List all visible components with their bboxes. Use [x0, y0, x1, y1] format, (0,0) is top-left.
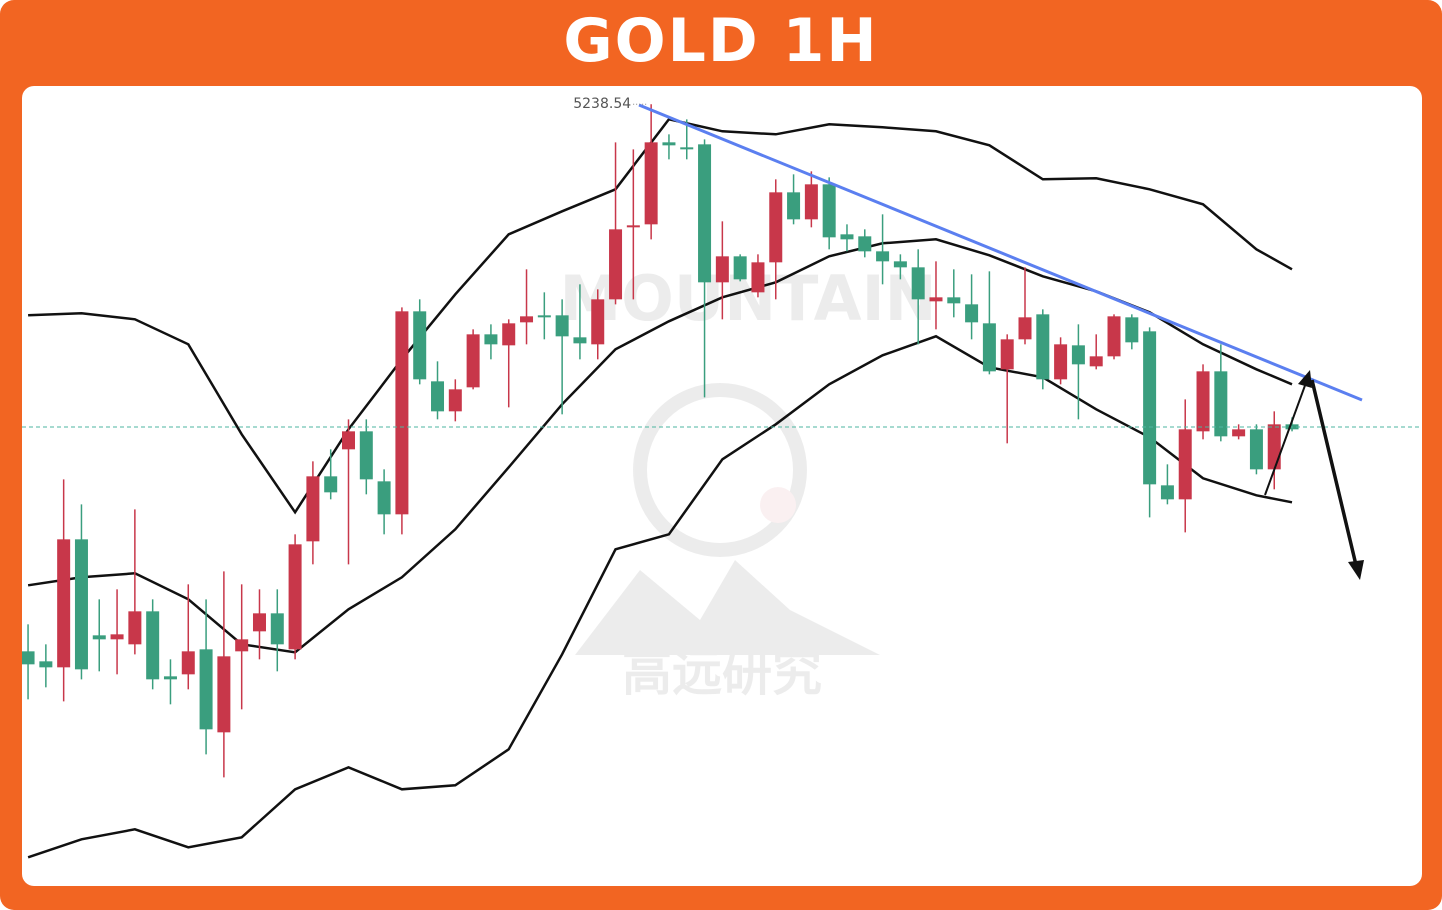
candle-body: [1071, 345, 1085, 365]
candle-body: [146, 611, 160, 680]
candle-body: [733, 256, 747, 280]
candle-body: [929, 297, 943, 302]
candle-body: [680, 147, 694, 150]
candle-body: [92, 635, 106, 640]
candle-body: [644, 142, 658, 225]
candle-body: [787, 192, 801, 220]
candle-body: [252, 613, 266, 632]
candle-body: [306, 476, 320, 542]
candle-body: [1232, 429, 1246, 437]
candle-body: [947, 297, 961, 304]
candle-body: [502, 323, 516, 346]
candle-body: [1089, 356, 1103, 367]
candle-body: [751, 262, 765, 293]
candle-body: [110, 634, 124, 640]
candle-body: [769, 192, 783, 263]
annotations: [22, 103, 1422, 580]
candle-body: [1125, 317, 1139, 343]
watermark-text: 高远研究: [622, 644, 822, 702]
candle-body: [1054, 344, 1068, 380]
candle-body: [359, 431, 373, 480]
candle-body: [199, 649, 213, 730]
candle-body: [591, 299, 605, 345]
candle-body: [270, 613, 284, 645]
candle-body: [484, 334, 498, 345]
plot: [22, 104, 1299, 859]
candle-body: [74, 539, 88, 670]
candle-body: [626, 225, 640, 228]
candle-body: [1143, 331, 1157, 485]
candle-body: [413, 311, 427, 380]
candle-body: [804, 184, 818, 220]
candle-body: [128, 611, 142, 645]
arrow-head: [1348, 560, 1364, 580]
candle-body: [1036, 314, 1050, 380]
arrow-down: [1310, 379, 1358, 566]
candle-body: [1249, 429, 1263, 470]
candle-body: [1160, 485, 1174, 500]
candle-body: [573, 337, 587, 344]
candle-body: [840, 234, 854, 240]
trend-line: [638, 103, 1363, 402]
candle-body: [858, 236, 872, 252]
watermark: MOUNTAIN 高远研究: [559, 262, 936, 702]
candle-body: [662, 142, 676, 146]
candle-body: [822, 184, 836, 238]
candle-body: [698, 144, 712, 283]
candle-body: [1178, 429, 1192, 500]
candle-body: [911, 267, 925, 300]
plot-card: [22, 86, 1422, 886]
candle-body: [22, 651, 35, 665]
candle-body: [555, 315, 569, 337]
candle-body: [448, 389, 462, 412]
candle-body: [395, 311, 409, 515]
candle-body: [324, 476, 338, 493]
candle-body: [893, 261, 907, 268]
candle-body: [1196, 371, 1210, 432]
candle-body: [235, 639, 249, 652]
band-line: [27, 334, 1293, 859]
candle-body: [982, 323, 996, 372]
candle-body: [609, 229, 623, 300]
candle-body: [431, 381, 445, 412]
candle-body: [57, 539, 71, 668]
candle-body: [181, 651, 195, 675]
candle-body: [163, 676, 177, 680]
candle-body: [466, 334, 480, 388]
band-line: [28, 117, 1293, 515]
chart-title: GOLD 1H: [563, 6, 879, 76]
watermark-text: MOUNTAIN: [559, 262, 936, 335]
candle-body: [537, 315, 551, 318]
candle-body: [342, 431, 356, 450]
candle-body: [1000, 339, 1014, 370]
candle-body: [1107, 316, 1121, 357]
candle-body: [217, 656, 231, 733]
candle-body: [715, 256, 729, 283]
candle-body: [377, 481, 391, 515]
candle-body: [1214, 371, 1228, 437]
candle-body: [876, 251, 890, 262]
candle-body: [520, 316, 534, 323]
high-marker-label: 5238.54: [573, 96, 631, 112]
candle-body: [39, 661, 53, 668]
candle-body: [1267, 424, 1281, 470]
candle-body: [965, 304, 979, 323]
candle-body: [288, 544, 302, 650]
candle-body: [1018, 317, 1032, 340]
arrow-head: [1298, 370, 1312, 388]
arrow-up: [1264, 379, 1308, 496]
